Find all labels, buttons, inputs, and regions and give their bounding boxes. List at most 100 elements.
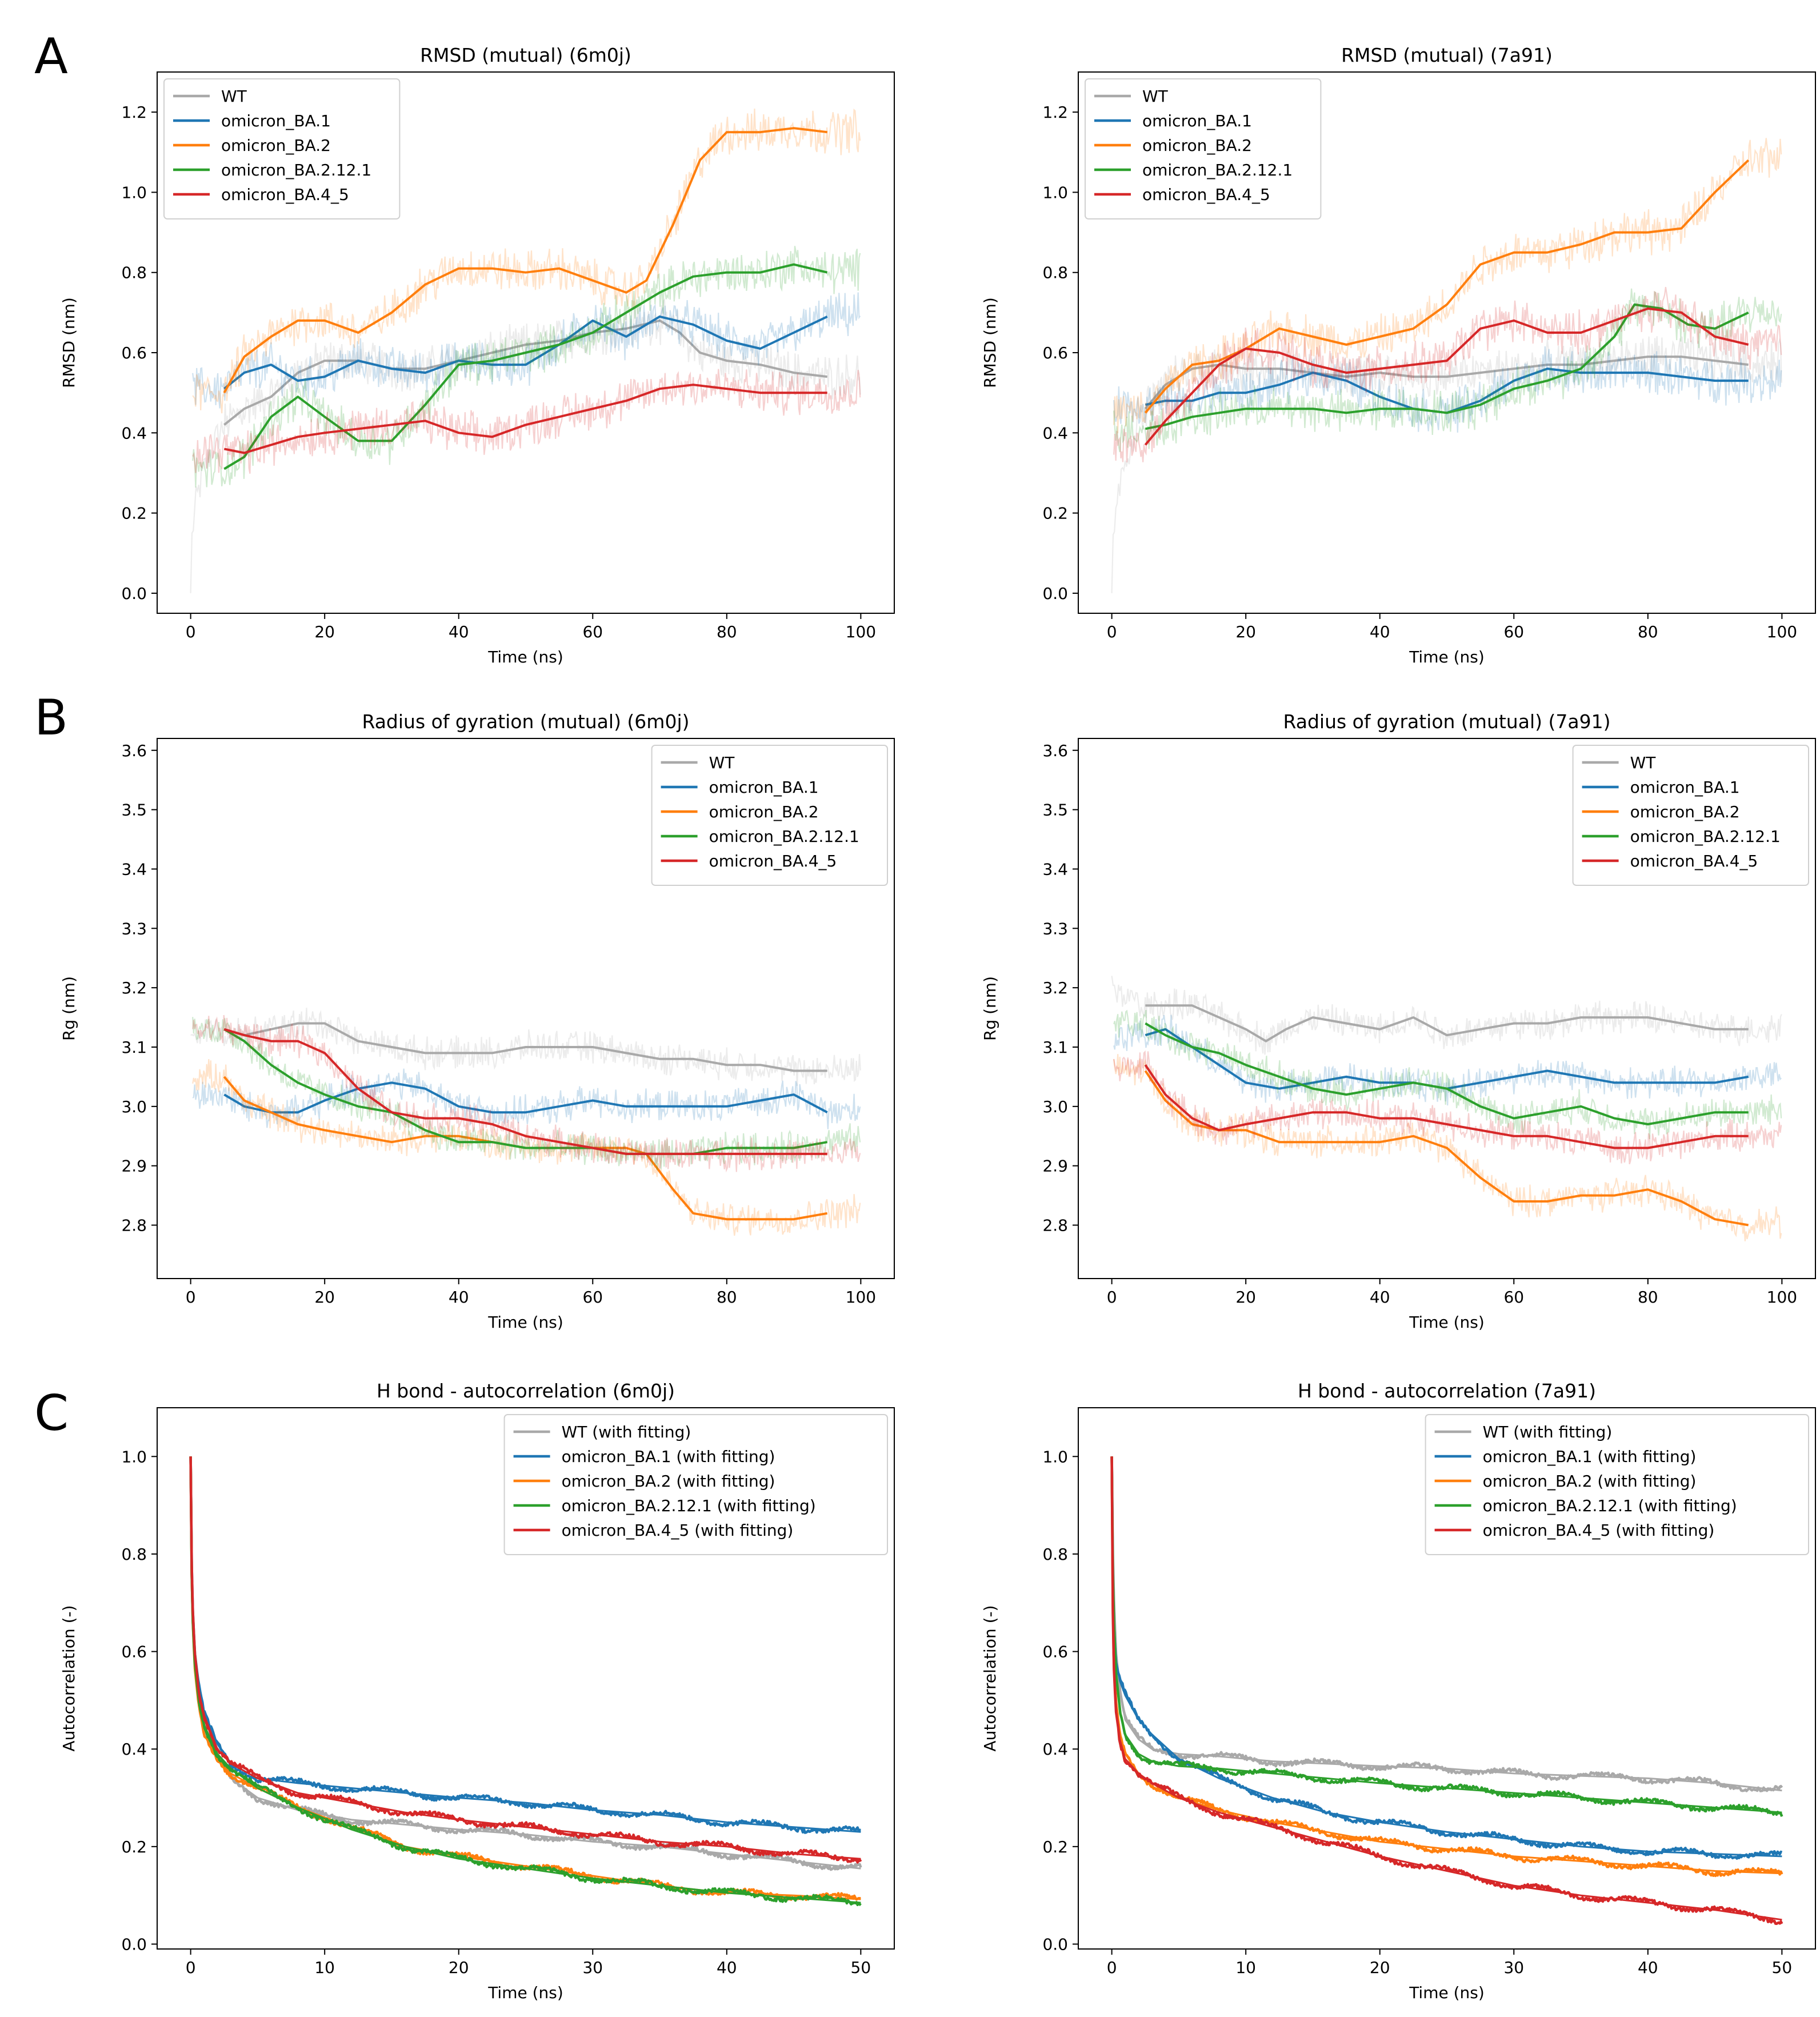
x-tick-label: 0 (1107, 622, 1117, 641)
legend-label-omicron-ba-4-5: omicron_BA.4_5 (with fitting) (562, 1521, 794, 1540)
y-tick-label: 0.2 (1042, 1838, 1068, 1856)
legend-label-omicron-ba-2: omicron_BA.2 (with fitting) (562, 1472, 775, 1491)
y-axis-label: Rg (nm) (981, 976, 999, 1041)
panel-label-b: B (34, 689, 68, 746)
y-tick-label: 0.4 (121, 424, 147, 442)
series-raw-omicron-ba-2-12-1 (192, 246, 861, 488)
series-raw-omicron-ba-2 (1113, 138, 1782, 434)
y-tick-label: 3.1 (121, 1038, 147, 1057)
chart-title: Radius of gyration (mutual) (6m0j) (362, 710, 689, 733)
chart-hbond-7a91: 0 10 20 30 40 50 0.0 0.2 0.4 0.6 0.8 1.0 H bond - au… (981, 1380, 1816, 2002)
series-line-omicron-ba-2 (1144, 159, 1750, 414)
series-line-omicron-ba-4-5 (1144, 1064, 1749, 1149)
axes-frame (157, 1407, 895, 1950)
x-tick-label: 100 (846, 622, 876, 641)
series-raw-omicron-ba-4-5 (1113, 287, 1782, 463)
series-line-omicron-ba-4-5 (1110, 1456, 1783, 1926)
x-tick-label: 20 (1370, 1958, 1390, 1977)
y-tick-label: 0.2 (1042, 504, 1068, 523)
legend-label-wt: WT (709, 753, 735, 772)
x-tick-label: 40 (449, 622, 469, 641)
legend-label-omicron-ba-4-5: omicron_BA.4_5 (709, 852, 837, 870)
series-raw-omicron-ba-1 (1113, 1015, 1782, 1106)
x-tick-label: 30 (582, 1958, 603, 1977)
x-tick-label: 100 (1767, 622, 1797, 641)
legend-label-omicron-ba-1: omicron_BA.1 (with fitting) (1483, 1447, 1697, 1466)
legend-label-omicron-ba-1: omicron_BA.1 (with fitting) (562, 1447, 775, 1466)
x-tick-label: 100 (1767, 1288, 1797, 1307)
series-raw-omicron-ba-1 (192, 292, 861, 409)
x-tick-label: 20 (449, 1958, 469, 1977)
series-line-omicron-ba-1 (223, 315, 828, 390)
axes-frame (1078, 738, 1816, 1279)
x-axis-label: Time (ns) (1409, 1313, 1485, 1332)
legend: WT omicron_BA.1 omicron_BA.2 omicron_BA.2.1… (1572, 745, 1809, 886)
y-axis-label: Rg (nm) (59, 976, 78, 1041)
plot-area (189, 1456, 862, 1907)
legend-label-omicron-ba-4-5: omicron_BA.4_5 (with fitting) (1483, 1521, 1715, 1540)
legend-label-omicron-ba-1: omicron_BA.1 (221, 111, 331, 130)
legend-label-wt: WT (221, 87, 247, 106)
y-tick-label: 3.6 (121, 741, 147, 760)
x-tick-label: 80 (717, 622, 737, 641)
y-tick-label: 3.5 (1042, 801, 1068, 820)
series-raw-omicron-ba-1 (1113, 346, 1782, 433)
x-axis-label: Time (ns) (487, 1313, 563, 1332)
legend-label-omicron-ba-4-5: omicron_BA.4_5 (221, 185, 349, 204)
legend-label-omicron-ba-2-12-1: omicron_BA.2.12.1 (1630, 827, 1781, 846)
plot-area (1111, 138, 1782, 593)
series-line-omicron-ba-2 (223, 127, 827, 394)
y-tick-label: 2.8 (121, 1216, 147, 1235)
series-line-omicron-ba-1 (223, 1081, 828, 1114)
x-tick-label: 30 (1503, 1958, 1524, 1977)
plot-area (190, 1008, 861, 1236)
y-tick-label: 1.0 (121, 1447, 147, 1466)
x-tick-label: 40 (449, 1288, 469, 1307)
x-tick-label: 80 (1638, 1288, 1658, 1307)
legend-label-omicron-ba-2: omicron_BA.2 (with fitting) (1483, 1472, 1697, 1491)
series-line-wt (189, 1456, 862, 1871)
x-tick-label: 10 (1235, 1958, 1256, 1977)
x-tick-label: 50 (851, 1958, 871, 1977)
x-tick-label: 60 (1503, 622, 1524, 641)
x-tick-label: 20 (314, 1288, 335, 1307)
y-axis-label: RMSD (nm) (981, 297, 999, 388)
legend-label-wt: WT (1630, 753, 1657, 772)
y-tick-label: 0.6 (1042, 1643, 1068, 1661)
x-tick-label: 0 (1107, 1288, 1117, 1307)
y-tick-label: 2.9 (121, 1157, 147, 1176)
legend-label-omicron-ba-2: omicron_BA.2 (709, 802, 819, 821)
y-tick-label: 3.6 (1042, 741, 1068, 760)
y-axis-label: Autocorrelation (-) (981, 1605, 999, 1751)
legend-label-omicron-ba-2: omicron_BA.2 (1142, 136, 1252, 155)
y-tick-label: 0.8 (1042, 263, 1068, 282)
x-tick-label: 60 (1503, 1288, 1524, 1307)
x-tick-label: 40 (717, 1958, 737, 1977)
panel-label-c: C (34, 1385, 69, 1442)
series-line-omicron-ba-2-12-1 (1145, 1022, 1749, 1125)
series-line-omicron-ba-2-12-1 (223, 263, 828, 470)
plot-area (1110, 1456, 1783, 1926)
x-tick-label: 40 (1370, 1288, 1390, 1307)
chart-rmsd-6m0j: 0 20 40 60 80 100 0.0 0.2 0.4 0.6 0.8 1.0 1.2 RMSD (m… (59, 44, 895, 666)
y-tick-label: 3.0 (1042, 1097, 1068, 1116)
y-tick-label: 3.2 (1042, 978, 1068, 997)
series-line-wt (1110, 1456, 1783, 1792)
series-line-omicron-ba-4-5 (223, 1028, 827, 1155)
legend-label-wt: WT (with fitting) (562, 1423, 691, 1441)
series-line-omicron-ba-1 (1110, 1456, 1783, 1860)
x-tick-label: 0 (1107, 1958, 1117, 1977)
series-raw-omicron-ba-2-12-1 (1113, 1009, 1782, 1139)
legend-box (503, 1414, 888, 1555)
series-line-omicron-ba-4-5 (1144, 307, 1749, 446)
legend-box (651, 745, 888, 886)
legend-label-omicron-ba-1: omicron_BA.1 (1630, 778, 1740, 797)
axes-frame (157, 71, 895, 614)
y-tick-label: 0.8 (121, 263, 147, 282)
legend-label-wt: WT (1142, 87, 1169, 106)
y-tick-label: 0.4 (1042, 424, 1068, 442)
y-tick-label: 1.0 (1042, 1447, 1068, 1466)
x-tick-label: 0 (186, 1958, 196, 1977)
legend-box (1572, 745, 1809, 886)
x-axis-label: Time (ns) (487, 1983, 563, 2002)
